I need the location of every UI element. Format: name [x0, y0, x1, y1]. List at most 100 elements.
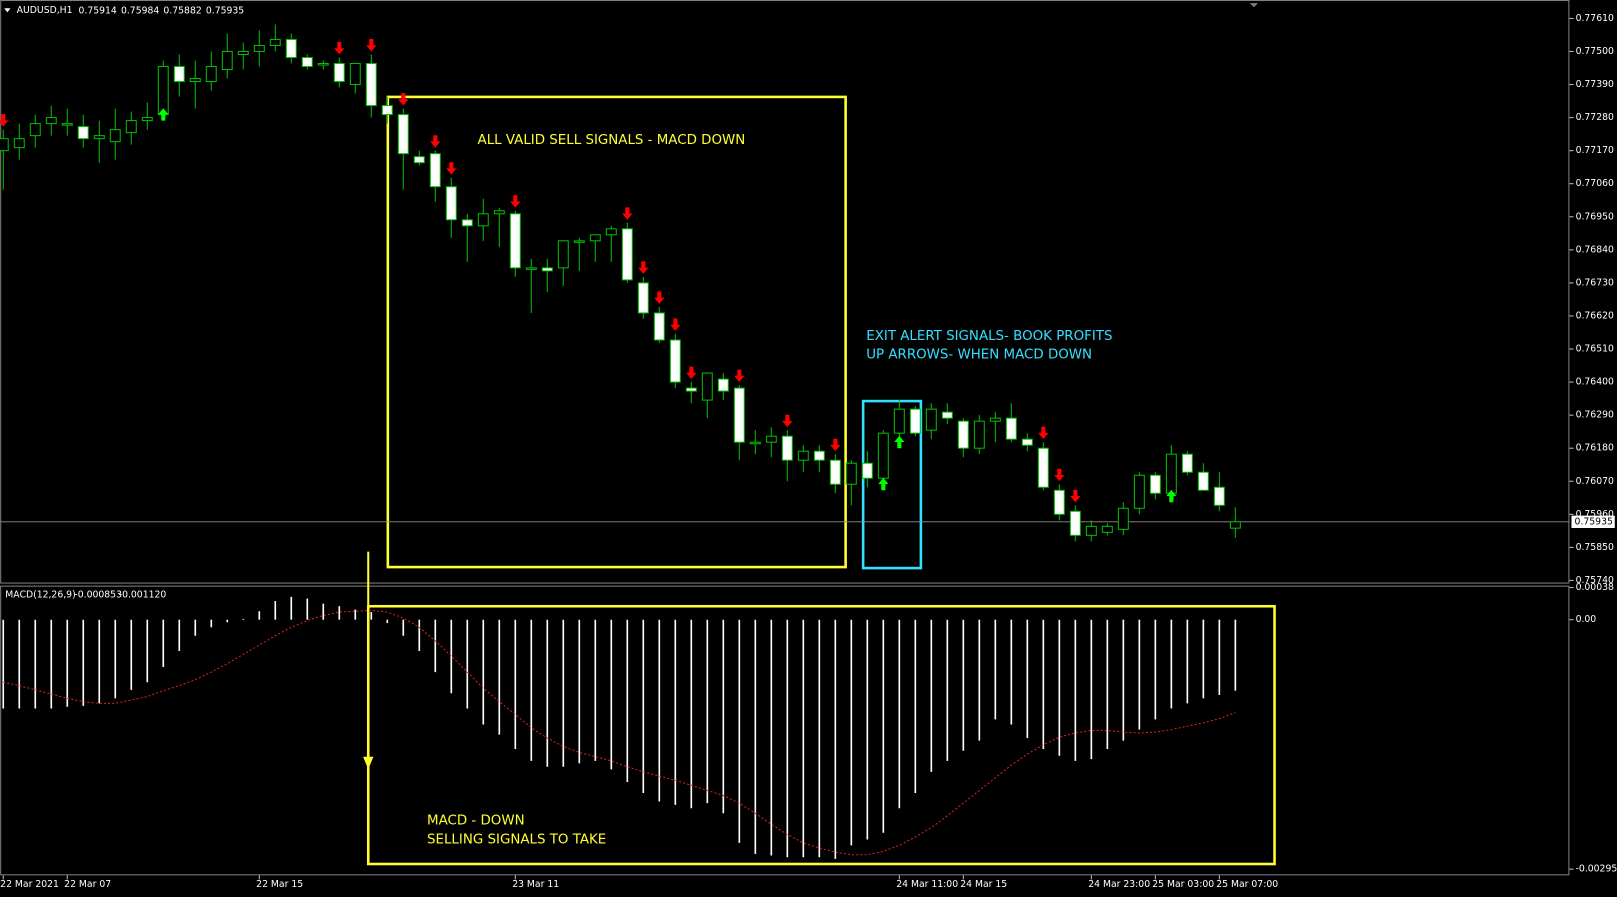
candle-body [317, 62, 329, 66]
candle-body [557, 240, 569, 269]
candle-body [973, 420, 985, 449]
x-tick-label: 22 Mar 2021 [0, 879, 59, 890]
candle-body [429, 153, 441, 188]
header-value: 0.75935 [206, 5, 244, 16]
header-value: 0.75882 [163, 5, 201, 16]
candle-body [141, 117, 153, 122]
candle-body [237, 50, 249, 56]
y-tick-label: 0.76840 [1576, 244, 1614, 255]
candle-body [1133, 474, 1145, 509]
candle-body [1213, 486, 1225, 506]
candle-body [893, 408, 905, 434]
y-tick-label: 0.76400 [1576, 377, 1614, 388]
candle-body [509, 213, 521, 269]
indicator-value: -0.001120 [119, 589, 167, 600]
candle-body [877, 432, 889, 479]
sell-arrow [670, 318, 681, 331]
candle-body [157, 65, 169, 116]
candle-body [909, 408, 921, 434]
candle-body [989, 417, 1001, 422]
candle-body [541, 267, 553, 272]
x-tick-label: 22 Mar 07 [64, 879, 111, 890]
candle-body [45, 117, 57, 125]
annotation: EXIT ALERT SIGNALS- BOOK PROFITS [866, 329, 1112, 344]
candle-body [1229, 521, 1241, 529]
candle-body [493, 210, 505, 215]
indicator-name: MACD(12,26,9) [5, 589, 75, 600]
candle-body [1181, 453, 1193, 473]
header-value: 0.75984 [121, 5, 159, 16]
candle-body [733, 387, 745, 443]
x-tick-label: 24 Mar 11:00 [896, 879, 958, 890]
y-tick-label: 0.00 [1576, 614, 1597, 625]
candle-body [1149, 474, 1161, 494]
sell-arrow [1038, 426, 1049, 440]
candle-body [61, 123, 73, 126]
annotation: UP ARROWS- WHEN MACD DOWN [866, 348, 1092, 363]
macd-panel-frame [0, 585, 1570, 876]
candle-body [621, 228, 633, 281]
sell-arrow [1070, 489, 1081, 503]
candle-body [1021, 438, 1033, 446]
candle-body [365, 62, 377, 107]
y-tick-label: 0.76510 [1576, 344, 1614, 355]
candle-body [957, 420, 969, 449]
sell-box [386, 95, 847, 569]
candle-body [269, 38, 281, 46]
candle-body [109, 129, 121, 143]
x-tick-label: 23 Mar 11 [512, 879, 559, 890]
x-tick-label: 25 Mar 03:00 [1152, 879, 1214, 890]
y-tick-label: 0.77280 [1576, 112, 1614, 123]
y-tick-label: 0.77060 [1576, 178, 1614, 189]
candle-body [813, 450, 825, 461]
candle-body [1037, 447, 1049, 488]
candle-body [413, 156, 425, 164]
candle-body [1069, 510, 1081, 536]
candle-body [653, 312, 665, 341]
candle-body [669, 339, 681, 383]
candle-body [253, 44, 265, 52]
x-tick-label: 25 Mar 07:00 [1216, 879, 1278, 890]
sell-arrow [654, 291, 665, 304]
candle-body [717, 378, 729, 392]
candle-body [349, 62, 361, 86]
sell-arrow [0, 114, 9, 127]
candle-body [29, 123, 41, 137]
symbol: AUDUSD,H1 [17, 5, 73, 16]
annotation: ALL VALID SELL SIGNALS - MACD DOWN [478, 133, 746, 148]
candle-body [397, 114, 409, 155]
y-tick-label: 0.77500 [1576, 46, 1614, 57]
annotation: MACD - DOWN [427, 814, 525, 829]
y-tick-label: 0.76180 [1576, 443, 1614, 454]
candle-body [445, 186, 457, 221]
candle-body [605, 228, 617, 236]
candle-body [189, 78, 201, 83]
candle-body [205, 65, 217, 83]
x-tick-label: 22 Mar 15 [256, 879, 303, 890]
x-tick-label: 24 Mar 23:00 [1088, 879, 1150, 890]
candle-body [1197, 471, 1209, 491]
y-tick-label: 0.77610 [1576, 13, 1614, 24]
pointer-arrow-head [363, 756, 374, 770]
sell-arrow [430, 135, 441, 148]
x-tick-label: 24 Mar 15 [960, 879, 1007, 890]
candle-body [221, 50, 233, 71]
candle-body [381, 105, 393, 116]
candle-body [829, 459, 841, 485]
y-tick-label: 0.75850 [1576, 542, 1614, 553]
candle-body [573, 240, 585, 243]
y-tick-label: 0.76290 [1576, 410, 1614, 421]
exit-box [861, 399, 923, 570]
candle-body [1117, 507, 1129, 530]
buy-arrow [894, 435, 905, 449]
candle-body [477, 213, 489, 227]
shift-marker [1249, 3, 1259, 8]
candle-body [781, 435, 793, 461]
candle-body [125, 120, 137, 134]
candle-body [301, 56, 313, 68]
price-panel-frame [0, 0, 1570, 584]
candle-body [461, 219, 473, 227]
header-value: 0.75914 [79, 5, 117, 16]
